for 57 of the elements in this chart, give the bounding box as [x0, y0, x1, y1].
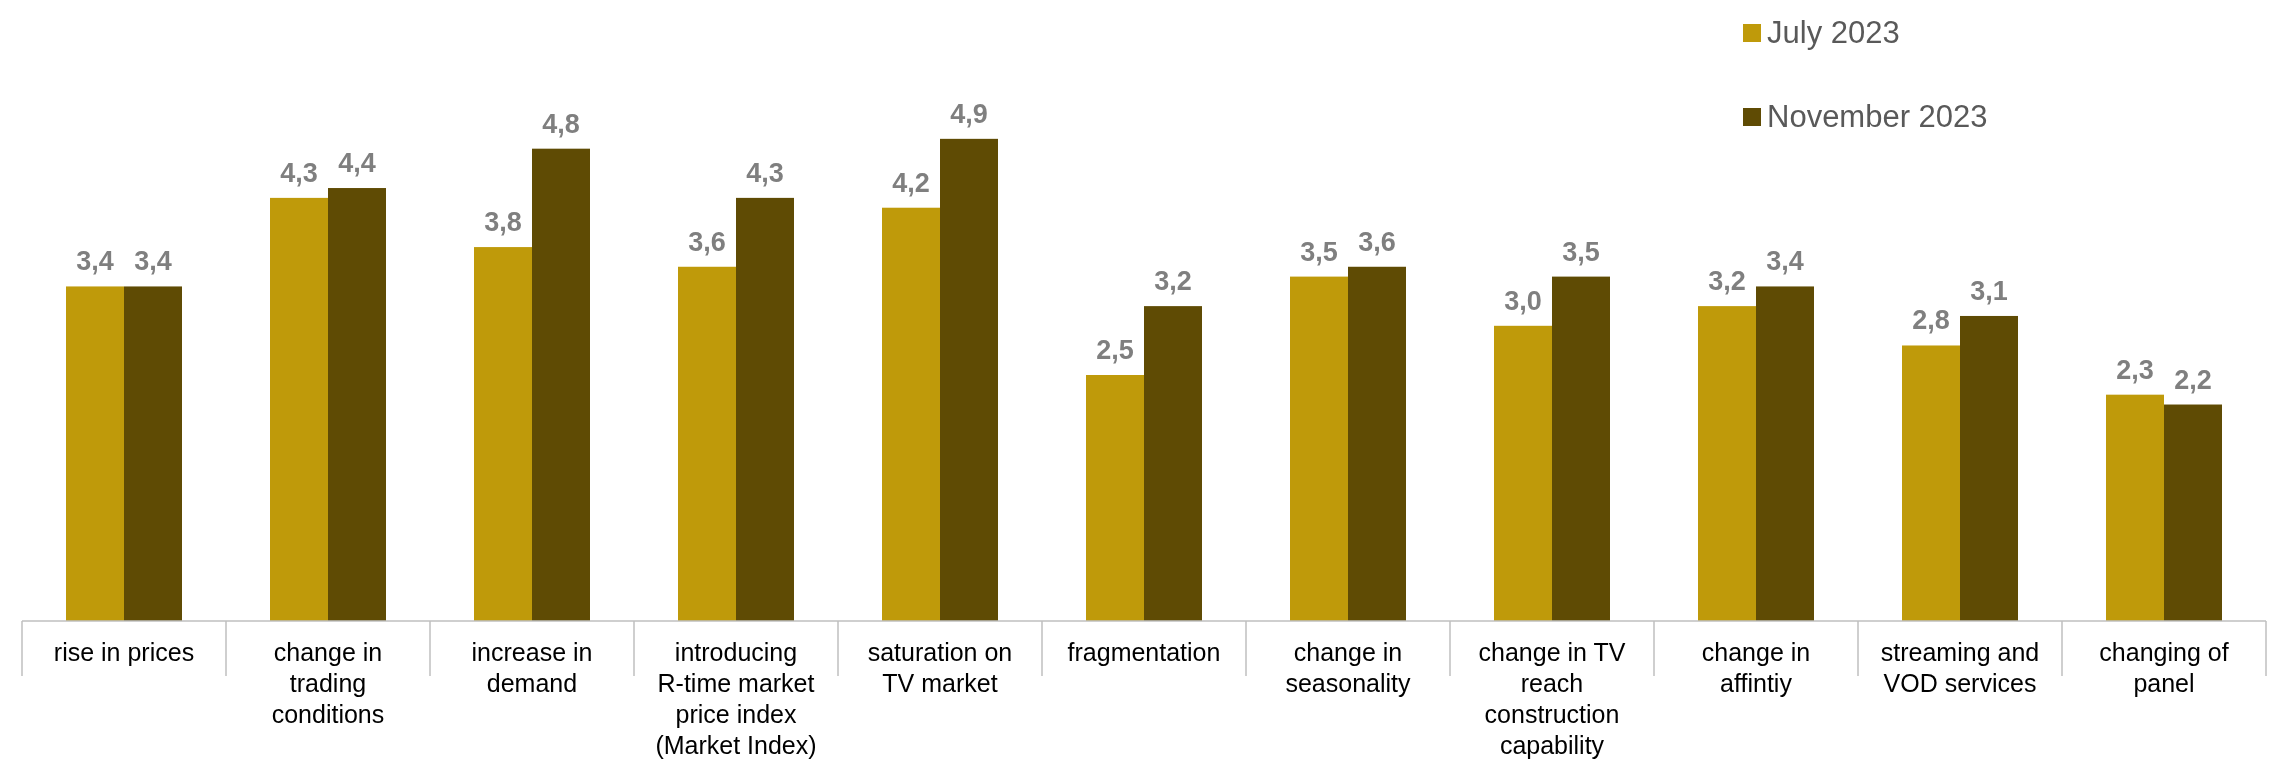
data-label: 3,6 — [688, 226, 726, 257]
data-label: 4,2 — [892, 167, 930, 198]
bar — [1902, 345, 1960, 621]
data-label: 4,3 — [746, 157, 784, 188]
data-label: 3,1 — [1970, 275, 2008, 306]
data-label: 4,8 — [542, 108, 580, 139]
x-tick-label: rise in prices — [53, 638, 195, 666]
bar — [1494, 325, 1552, 621]
data-label: 3,5 — [1562, 236, 1600, 267]
legend-label: July 2023 — [1767, 15, 1900, 50]
bar — [1144, 306, 1202, 621]
x-tick-label: introducing R-time market price index (Market Index) — [655, 638, 817, 759]
bar — [736, 197, 794, 621]
bar — [1086, 375, 1144, 621]
legend-label: November 2023 — [1767, 99, 1988, 134]
bar — [940, 138, 998, 621]
data-label: 3,6 — [1358, 226, 1396, 257]
x-tick-label: change in seasonality — [1285, 638, 1412, 697]
bar — [532, 148, 590, 621]
x-tick-label: streaming and VOD services — [1880, 638, 2040, 697]
x-tick-label: fragmentation — [1067, 638, 1221, 666]
data-label: 2,8 — [1912, 305, 1950, 336]
data-label: 3,2 — [1708, 266, 1746, 297]
data-label: 4,4 — [338, 148, 376, 179]
bar — [1552, 276, 1610, 621]
x-tick-label: changing of panel — [2099, 638, 2229, 697]
data-label: 2,3 — [2116, 354, 2154, 385]
bar — [1698, 306, 1756, 621]
bar — [678, 266, 736, 621]
bar — [1960, 315, 2018, 621]
bar — [882, 207, 940, 621]
bar — [66, 286, 124, 621]
bar — [124, 286, 182, 621]
data-label: 2,2 — [2174, 364, 2212, 395]
bar — [2164, 404, 2222, 621]
data-label: 3,4 — [1766, 246, 1804, 277]
bar — [270, 197, 328, 621]
bar — [1290, 276, 1348, 621]
bar — [2106, 394, 2164, 621]
data-label: 4,9 — [950, 98, 988, 129]
data-label: 3,2 — [1154, 266, 1192, 297]
x-tick-label: change in affintiy — [1701, 638, 1811, 697]
bar — [1756, 286, 1814, 621]
bar — [328, 188, 386, 621]
data-label: 3,4 — [76, 246, 114, 277]
data-label: 3,5 — [1300, 236, 1338, 267]
bar — [1348, 266, 1406, 621]
x-tick-label: change in trading conditions — [271, 638, 385, 728]
x-tick-label: increase in demand — [471, 638, 593, 697]
x-tick-label: change in TV reach construction capability — [1478, 638, 1626, 759]
data-label: 3,0 — [1504, 285, 1542, 316]
x-tick-label: saturation on TV market — [867, 638, 1013, 697]
data-label: 4,3 — [280, 157, 318, 188]
data-label: 3,4 — [134, 246, 172, 277]
bar — [474, 247, 532, 621]
data-label: 3,8 — [484, 207, 522, 238]
data-label: 2,5 — [1096, 335, 1134, 365]
